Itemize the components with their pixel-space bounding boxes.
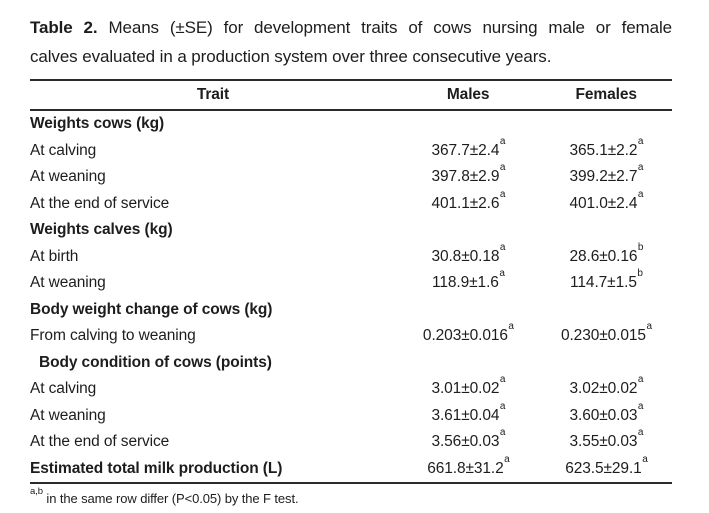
males-value-cell: 3.61±0.04a	[431, 400, 506, 424]
caption-line-1: Table 2. Means (±SE) for development tra…	[30, 13, 672, 42]
females-value-cell	[540, 110, 672, 138]
females-value-cell: 399.2±2.7a	[569, 162, 644, 185]
caption-text-line2: calves evaluated in a production system …	[30, 47, 552, 66]
table-row: At weaning 118.9±1.6a 114.7±1.5b	[30, 268, 672, 297]
females-value-cell: 114.7±1.5b	[570, 268, 643, 291]
footnote-superscript: a,b	[30, 486, 43, 498]
significance-superscript: a	[499, 400, 506, 412]
males-value-cell	[396, 110, 540, 138]
significance-superscript: a	[499, 135, 506, 147]
caption-text-line1: Means (±SE) for development traits of co…	[108, 18, 672, 37]
means-table: Trait Males Females Weights cows (kg) At …	[30, 79, 672, 484]
trait-cell: At birth	[30, 247, 79, 265]
males-value-cell: 3.01±0.02a	[431, 374, 506, 397]
significance-superscript: a	[642, 453, 648, 465]
males-value-cell: 367.7±2.4a	[431, 135, 506, 159]
significance-superscript: a	[508, 321, 514, 333]
trait-cell: Weights calves (kg)	[30, 221, 173, 238]
significance-superscript: a	[499, 427, 506, 439]
footnote-text: in the same row differ (P<0.05) by the F…	[42, 491, 299, 506]
trait-cell: At the end of service	[30, 194, 170, 212]
males-value-cell: 397.8±2.9a	[431, 162, 506, 185]
table-row: At the end of service 3.56±0.03a 3.55±0.03…	[30, 427, 672, 456]
females-value-cell: 0.230±0.015a	[560, 321, 652, 344]
section-row: Body weight change of cows (kg)	[30, 297, 672, 324]
males-value-cell: 0.203±0.016a	[422, 321, 514, 344]
significance-superscript: a	[646, 321, 652, 333]
trait-cell: At weaning	[30, 406, 106, 424]
trait-cell: At weaning	[30, 274, 106, 291]
significance-superscript: a	[637, 400, 644, 412]
females-value-cell: 3.60±0.03a	[569, 400, 644, 424]
significance-superscript: a	[499, 241, 506, 253]
column-header-trait: Trait	[196, 86, 230, 103]
trait-cell: At the end of service	[30, 433, 170, 450]
table-caption: Table 2. Means (±SE) for development tra…	[30, 13, 672, 71]
females-value-cell: 3.55±0.03a	[569, 427, 644, 450]
significance-superscript: a	[637, 135, 644, 147]
males-value-cell: 401.1±2.6a	[431, 188, 506, 212]
females-value-cell: 623.5±29.1a	[565, 453, 648, 477]
table-row: At calving 3.01±0.02a 3.02±0.02a	[30, 374, 672, 403]
significance-superscript: a	[637, 188, 644, 200]
table-row: From calving to weaning 0.203±0.016a 0.230…	[30, 321, 672, 350]
trait-cell: Weights cows (kg)	[30, 115, 165, 132]
header-row: Trait Males Females	[30, 80, 672, 110]
table-body: Weights cows (kg) At calving 367.7±2.4a 365…	[30, 110, 672, 483]
females-value-cell: 3.02±0.02a	[569, 374, 644, 397]
males-value-cell: 3.56±0.03a	[431, 427, 506, 450]
table-header: Trait Males Females	[30, 80, 672, 110]
table-row: At birth 30.8±0.18a 28.6±0.16b	[30, 241, 672, 271]
trait-cell: Estimated total milk production (L)	[30, 459, 283, 477]
trait-cell: From calving to weaning	[30, 327, 196, 344]
significance-superscript: a	[637, 374, 644, 386]
trait-cell: At weaning	[30, 168, 106, 185]
significance-superscript: a	[637, 162, 644, 174]
table-row: At weaning 3.61±0.04a 3.60±0.03a	[30, 400, 672, 430]
section-row: Body condition of cows (points)	[30, 350, 672, 377]
males-value-cell: 118.9±1.6a	[432, 268, 505, 291]
trait-cell: At calving	[30, 380, 97, 397]
significance-superscript: a	[499, 374, 506, 386]
column-header-males: Males	[446, 86, 490, 103]
table-row: Estimated total milk production (L) 661.8…	[30, 453, 672, 484]
significance-superscript: a	[499, 162, 506, 174]
males-value-cell: 30.8±0.18a	[431, 241, 506, 265]
females-value-cell	[540, 217, 672, 244]
trait-cell: At calving	[30, 141, 97, 159]
table-row: At the end of service 401.1±2.6a 401.0±2.4…	[30, 188, 672, 218]
significance-superscript: a	[504, 453, 510, 465]
section-row: Weights cows (kg)	[30, 110, 672, 138]
females-value-cell	[540, 350, 672, 377]
trait-cell: Body weight change of cows (kg)	[30, 300, 273, 318]
males-value-cell	[396, 297, 540, 324]
males-value-cell	[396, 217, 540, 244]
caption-label: Table 2.	[30, 18, 98, 37]
males-value-cell: 661.8±31.2a	[427, 453, 510, 477]
significance-superscript: a	[637, 427, 644, 439]
significance-superscript: a	[499, 268, 505, 280]
column-header-females: Females	[575, 86, 637, 103]
significance-superscript: b	[637, 241, 644, 253]
table-row: At calving 367.7±2.4a 365.1±2.2a	[30, 135, 672, 165]
females-value-cell	[540, 297, 672, 324]
table-footnote: a,b in the same row differ (P<0.05) by t…	[30, 487, 672, 507]
table-row: At weaning 397.8±2.9a 399.2±2.7a	[30, 162, 672, 191]
trait-cell: Body condition of cows (points)	[39, 353, 272, 371]
section-row: Weights calves (kg)	[30, 217, 672, 244]
females-value-cell: 401.0±2.4a	[569, 188, 644, 212]
females-value-cell: 365.1±2.2a	[569, 135, 644, 159]
females-value-cell: 28.6±0.16b	[569, 241, 644, 265]
significance-superscript: a	[499, 188, 506, 200]
males-value-cell	[396, 350, 540, 377]
significance-superscript: b	[637, 268, 643, 280]
